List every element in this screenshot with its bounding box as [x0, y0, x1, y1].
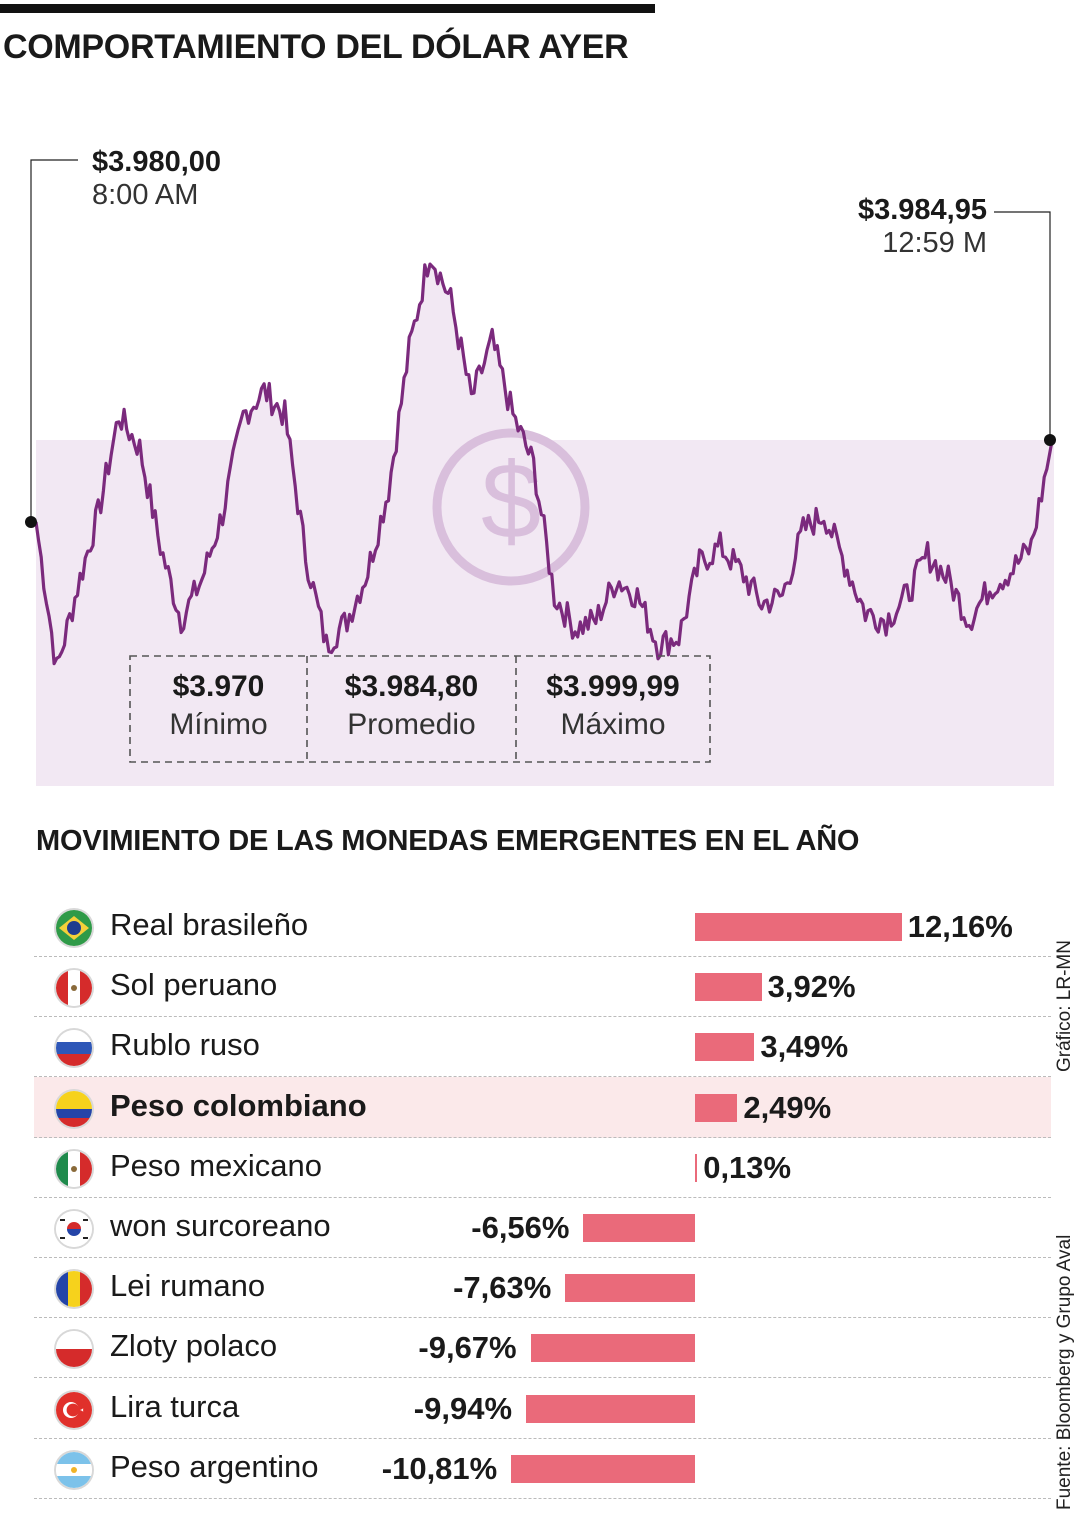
currency-row: Zloty polaco -9,67%	[34, 1317, 1051, 1379]
start-callout: $3.980,00 8:00 AM	[92, 146, 221, 212]
bar	[695, 1153, 698, 1182]
mexico-flag-icon	[56, 1150, 92, 1187]
bar	[695, 1033, 755, 1062]
stat-label: Mínimo	[169, 708, 268, 741]
bar	[526, 1394, 695, 1423]
currency-name: Peso colombiano	[110, 1087, 367, 1123]
bar	[511, 1454, 695, 1483]
dollar-line-chart: $	[25, 159, 1056, 787]
russia-flag-icon	[56, 1030, 92, 1067]
bar	[565, 1274, 695, 1303]
currency-row: won surcoreano -6,56%	[34, 1197, 1051, 1258]
bar	[583, 1214, 695, 1242]
start-leader-line	[30, 159, 78, 522]
bar-value-label: -9,67%	[418, 1330, 517, 1366]
bar-value-label: 3,49%	[760, 1029, 849, 1065]
stat-average: $3.984,80 Promedio	[307, 655, 516, 762]
stat-value: $3.984,80	[344, 670, 479, 703]
currency-row: Lei rumano -7,63%	[34, 1257, 1051, 1319]
stat-value: $3.999,99	[546, 670, 680, 703]
brazil-flag-icon	[56, 910, 92, 946]
colombia-flag-icon	[56, 1090, 92, 1127]
start-time: 8:00 AM	[92, 179, 199, 211]
currency-bar-chart: Real brasileño 12,16% Sol peruano 3,92% Rubl…	[0, 896, 1080, 1506]
bar	[695, 913, 902, 941]
end-leader-line	[994, 211, 1051, 440]
currency-name: Sol peruano	[110, 967, 278, 1003]
currency-name: Real brasileño	[110, 907, 309, 942]
currency-name: Zloty polaco	[110, 1328, 278, 1364]
romania-flag-icon	[56, 1271, 92, 1308]
end-price: $3.984,95	[857, 194, 987, 226]
currency-name: Peso mexicano	[110, 1147, 322, 1183]
bar	[530, 1334, 695, 1363]
stat-maximum: $3.999,99 Máximo	[516, 655, 710, 762]
currency-name: Lira turca	[110, 1388, 240, 1424]
currency-name: Peso argentino	[110, 1448, 319, 1484]
end-point	[1044, 434, 1056, 446]
currency-name: won surcoreano	[110, 1208, 331, 1243]
currency-row: Peso colombiano 2,49%	[34, 1076, 1051, 1138]
top-rule	[0, 4, 655, 13]
svg-text:$: $	[481, 440, 541, 561]
bar-value-label: -7,63%	[453, 1270, 552, 1306]
currency-row: Lira turca -9,94%	[34, 1378, 1051, 1439]
bar-value-label: 0,13%	[703, 1149, 792, 1185]
stats-box-outline	[129, 655, 711, 763]
peru-flag-icon	[56, 970, 92, 1007]
turkey-flag-icon	[56, 1391, 92, 1428]
poland-flag-icon	[56, 1331, 92, 1368]
currency-row: Rublo ruso 3,49%	[34, 1016, 1051, 1078]
currency-row: Real brasileño 12,16%	[34, 896, 1051, 957]
source-credit: Fuente: Bloomberg y Grupo Aval	[1054, 1234, 1075, 1510]
bar-value-label: -6,56%	[471, 1210, 570, 1245]
bar-value-label: 3,92%	[767, 969, 856, 1005]
stat-label: Promedio	[347, 708, 476, 741]
price-line	[34, 262, 1054, 666]
bar	[695, 1093, 738, 1122]
start-point	[25, 516, 37, 528]
bar-value-label: -10,81%	[381, 1450, 498, 1486]
bar-chart-title: MOVIMIENTO DE LAS MONEDAS EMERGENTES EN …	[36, 825, 860, 857]
stat-value: $3.970	[172, 670, 265, 703]
stat-minimum: $3.970 Mínimo	[130, 655, 307, 762]
bar-value-label: 12,16%	[907, 909, 1013, 944]
south-korea-flag-icon	[56, 1211, 92, 1247]
graphic-credit: Gráfico: LR-MN	[1054, 940, 1075, 1072]
bar-value-label: -9,94%	[413, 1390, 513, 1426]
dollar-coin-icon: $	[432, 428, 590, 586]
stat-label: Máximo	[560, 708, 666, 741]
bar-value-label: 2,49%	[743, 1089, 832, 1125]
argentina-flag-icon	[56, 1451, 92, 1488]
currency-row: Peso argentino -10,81%	[34, 1438, 1051, 1499]
bar	[695, 973, 762, 1002]
currency-name: Lei rumano	[110, 1268, 266, 1304]
start-price: $3.980,00	[92, 146, 222, 178]
end-time: 12:59 M	[882, 227, 987, 259]
currency-name: Rublo ruso	[110, 1027, 260, 1063]
end-callout: $3.984,95 12:59 M	[858, 194, 987, 260]
chart-title: COMPORTAMIENTO DEL DÓLAR AYER	[3, 28, 629, 66]
currency-row: Sol peruano 3,92%	[34, 956, 1051, 1018]
currency-row: Peso mexicano 0,13%	[34, 1137, 1051, 1198]
